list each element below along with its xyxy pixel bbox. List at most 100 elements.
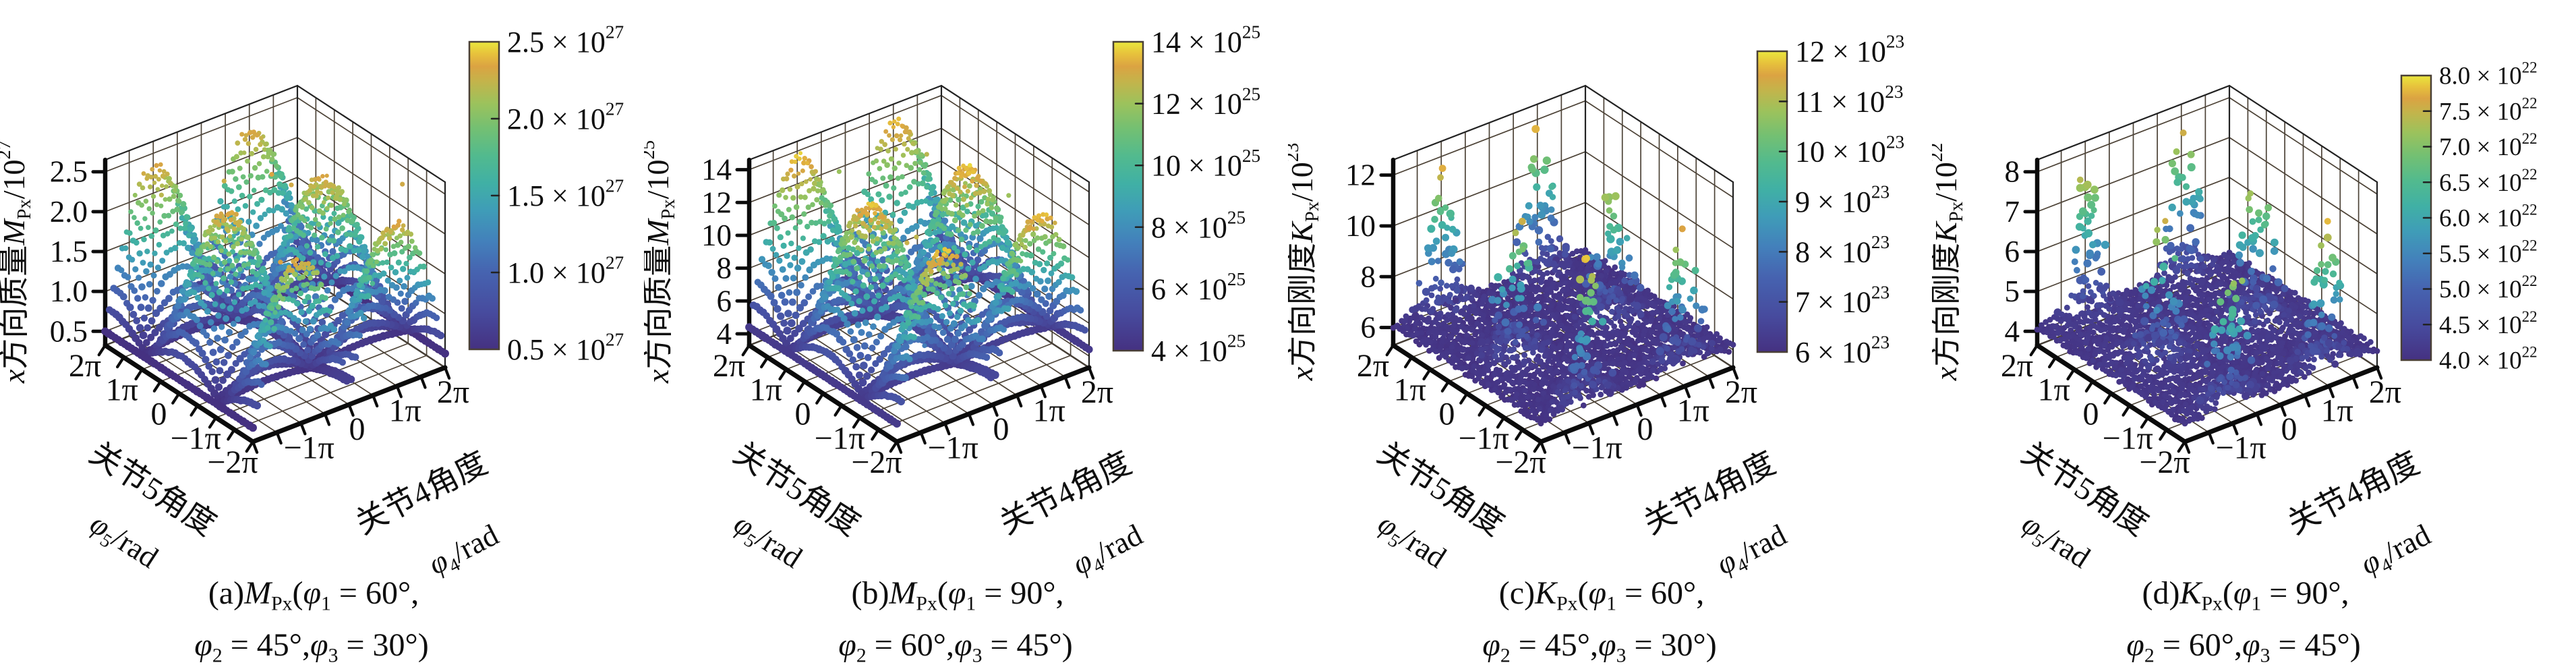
colorbar-label: 6.0 × 1022 xyxy=(2439,202,2538,233)
colorbar-label: 11 × 1023 xyxy=(1795,82,1903,118)
y-axis-symbol: φ5/rad xyxy=(726,506,809,578)
caption: (d)KPx(φ1 = 90°, φ2 = 60°,φ3 = 45°) xyxy=(2126,575,2360,667)
x-axis-symbol: φ4/rad xyxy=(1067,518,1149,585)
axis-ticks xyxy=(97,343,451,454)
surface-points xyxy=(2034,129,2380,427)
x-tick-label: 1π xyxy=(389,392,421,428)
colorbar: 12 × 1023 11 × 1023 10 × 1023 9 × 1023 8 × 1… xyxy=(1756,32,1904,369)
y-tick-label: 0 xyxy=(151,397,167,432)
z-tick-label: 10 xyxy=(701,219,732,252)
colorbar-label: 10 × 1025 xyxy=(1151,146,1260,182)
z-tick-label: 8 xyxy=(717,252,732,285)
surface-points xyxy=(1390,125,1736,427)
y-tick-label: 1π xyxy=(106,372,138,408)
x-tick-label: 2π xyxy=(1725,374,1757,410)
colorbar-label: 7 × 1023 xyxy=(1795,282,1890,318)
x-axis-symbol: φ4/rad xyxy=(1711,518,1793,585)
x-tick-label: 1π xyxy=(2321,392,2353,428)
x-tick-label: 1π xyxy=(1677,392,1709,428)
x-tick-label: 2π xyxy=(2369,374,2401,410)
z-tick-label: 6 xyxy=(717,284,732,318)
colorbar-label: 6 × 1023 xyxy=(1795,332,1890,369)
caption: (b)MPx(φ1 = 90°, φ2 = 60°,φ3 = 45°) xyxy=(838,575,1072,667)
caption-line-2: φ2 = 60°,φ3 = 45°) xyxy=(2126,627,2360,667)
colorbar-label: 6 × 1025 xyxy=(1151,269,1246,306)
colorbar-label: 0.5 × 1027 xyxy=(507,330,624,366)
x-axis-symbol: φ4/rad xyxy=(2355,518,2437,585)
z-axis-name: x方向刚度KPx/1023 xyxy=(1288,143,1323,382)
y-tick-label: 0 xyxy=(795,397,811,432)
caption: (c)KPx(φ1 = 60°, φ2 = 45°,φ3 = 30°) xyxy=(1482,575,1716,667)
z-tick-label: 12 xyxy=(1345,158,1376,192)
colorbar-label: 12 × 1025 xyxy=(1151,84,1260,120)
y-axis-symbol: φ5/rad xyxy=(2014,506,2097,578)
x-tick-label: 0 xyxy=(1637,411,1653,447)
y-tick-label: 2π xyxy=(713,348,745,384)
z-tick-label: 0.5 xyxy=(50,314,88,348)
z-tick-label: 4 xyxy=(2005,314,2020,348)
colorbar-label: 12 × 1023 xyxy=(1795,32,1904,68)
y-tick-label: −2π xyxy=(851,444,902,480)
z-tick-label: 8 xyxy=(1361,260,1376,293)
colorbar-label: 2.5 × 1027 xyxy=(507,22,624,59)
y-tick-label: 2π xyxy=(1357,348,1389,384)
y-tick-label: 2π xyxy=(69,348,101,384)
x-tick-label: −1π xyxy=(284,430,334,466)
colorbar-label: 7.5 × 1022 xyxy=(2439,94,2538,125)
x-tick-label: 0 xyxy=(993,411,1009,447)
colorbar-label: 1.0 × 1027 xyxy=(507,253,624,289)
y-tick-label: 1π xyxy=(1394,372,1426,408)
z-tick-label: 6 xyxy=(1361,311,1376,345)
z-axis-name: x方向质量MPx/1027 xyxy=(0,140,35,384)
colorbar-label: 5.0 × 1022 xyxy=(2439,272,2538,303)
z-axis-name: x方向刚度KPx/1022 xyxy=(1932,143,1967,382)
colorbar-label: 5.5 × 1022 xyxy=(2439,237,2538,268)
x-axis-symbol: φ4/rad xyxy=(423,518,505,585)
colorbar-label: 6.5 × 1022 xyxy=(2439,166,2538,197)
y-tick-label: −2π xyxy=(1495,444,1546,480)
y-tick-label: −1π xyxy=(815,420,865,456)
colorbar-label: 7.0 × 1022 xyxy=(2439,130,2538,161)
y-tick-label: −1π xyxy=(171,420,221,456)
colorbar: 14 × 1025 12 × 1025 10 × 1025 8 × 1025 6 × 1… xyxy=(1112,22,1260,368)
y-axis-symbol: φ5/rad xyxy=(82,506,165,578)
panel-d: 4 5 6 7 8 −1π 0 1π 2π 2π 1π 0 −1π −2π 关节4角度 φ4/rad 关节5角度… xyxy=(1932,0,2576,669)
z-tick-label: 1.0 xyxy=(50,274,88,308)
z-tick-label: 8 xyxy=(2005,155,2020,189)
colorbar-label: 8 × 1025 xyxy=(1151,208,1246,244)
caption-line-1: (c)KPx(φ1 = 60°, xyxy=(1499,575,1704,615)
surface-points xyxy=(101,129,449,432)
axis-ticks xyxy=(2029,343,2383,454)
panel-a: 0.5 1.0 1.5 2.0 2.5 −1π 0 1π 2π 2π 1π 0 −1π −2π 关节4角度 φ… xyxy=(0,0,644,669)
x-tick-label: 2π xyxy=(437,374,469,410)
z-axis: 0.5 1.0 1.5 2.0 2.5 xyxy=(50,155,108,348)
colorbar: 8.0 × 1022 7.5 × 1022 7.0 × 1022 6.5 × 1022… xyxy=(2400,59,2538,375)
z-tick-label: 7 xyxy=(2005,195,2020,229)
z-axis: 6 8 10 12 xyxy=(1345,157,1396,348)
y-tick-label: 2π xyxy=(2001,348,2033,384)
z-axis: 4 5 6 7 8 xyxy=(2005,155,2040,348)
z-tick-label: 14 xyxy=(701,153,732,187)
x-tick-label: −1π xyxy=(2216,430,2266,466)
caption-line-2: φ2 = 60°,φ3 = 45°) xyxy=(838,627,1072,667)
colorbar-label: 4.5 × 1022 xyxy=(2439,308,2538,339)
colorbar-label: 4.0 × 1022 xyxy=(2439,344,2538,375)
z-tick-label: 5 xyxy=(2005,274,2020,308)
x-tick-label: −1π xyxy=(928,430,978,466)
colorbar-label: 14 × 1025 xyxy=(1151,22,1260,59)
z-tick-label: 2.5 xyxy=(50,155,88,189)
z-tick-label: 4 xyxy=(717,317,732,351)
colorbar-label: 8.0 × 1022 xyxy=(2439,59,2538,90)
x-tick-label: 0 xyxy=(349,411,365,447)
caption: (a)MPx(φ1 = 60°, φ2 = 45°,φ3 = 30°) xyxy=(194,575,428,667)
x-tick-label: 0 xyxy=(2281,411,2297,447)
colorbar-label: 9 × 1023 xyxy=(1795,182,1890,219)
y-tick-label: 0 xyxy=(2083,397,2099,432)
